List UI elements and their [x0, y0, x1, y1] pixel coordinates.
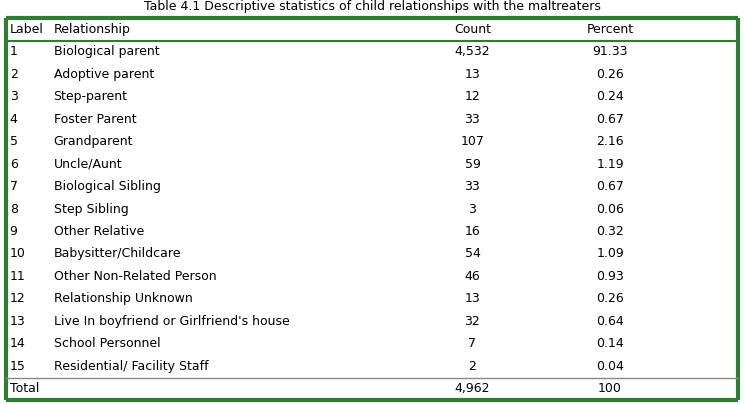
Text: School Personnel: School Personnel [54, 337, 160, 350]
Text: 6: 6 [10, 158, 18, 170]
Text: 54: 54 [464, 248, 481, 261]
Text: 4,962: 4,962 [455, 382, 490, 395]
Text: 59: 59 [464, 158, 481, 170]
Text: Other Non-Related Person: Other Non-Related Person [54, 270, 217, 283]
Text: 0.14: 0.14 [596, 337, 624, 350]
Text: 0.06: 0.06 [596, 202, 624, 216]
Text: 4,532: 4,532 [455, 45, 490, 58]
Text: 1: 1 [10, 45, 18, 58]
Text: 4: 4 [10, 113, 18, 126]
Text: 1.09: 1.09 [596, 248, 624, 261]
Text: Relationship: Relationship [54, 23, 130, 36]
Text: 9: 9 [10, 225, 18, 238]
Text: Residential/ Facility Staff: Residential/ Facility Staff [54, 360, 208, 373]
Text: 16: 16 [464, 225, 481, 238]
Text: 3: 3 [10, 90, 18, 103]
Text: Step Sibling: Step Sibling [54, 202, 128, 216]
Text: 0.32: 0.32 [596, 225, 624, 238]
Text: 0.67: 0.67 [596, 113, 624, 126]
Text: 13: 13 [10, 315, 25, 328]
Text: 3: 3 [469, 202, 476, 216]
Text: Relationship Unknown: Relationship Unknown [54, 292, 192, 305]
Text: Label: Label [10, 23, 44, 36]
Text: Grandparent: Grandparent [54, 135, 133, 148]
Text: Count: Count [454, 23, 491, 36]
Text: Other Relative: Other Relative [54, 225, 144, 238]
Text: 0.64: 0.64 [596, 315, 624, 328]
Text: 2: 2 [469, 360, 476, 373]
Text: 14: 14 [10, 337, 25, 350]
Text: 13: 13 [464, 292, 481, 305]
Text: Total: Total [10, 382, 39, 395]
Text: 100: 100 [598, 382, 622, 395]
Text: 0.26: 0.26 [596, 68, 624, 81]
Text: 33: 33 [464, 180, 481, 193]
Text: Foster Parent: Foster Parent [54, 113, 136, 126]
Text: 0.26: 0.26 [596, 292, 624, 305]
Text: 1.19: 1.19 [596, 158, 624, 170]
Text: 2.16: 2.16 [596, 135, 624, 148]
Text: Babysitter/Childcare: Babysitter/Childcare [54, 248, 181, 261]
Text: 7: 7 [10, 180, 18, 193]
Text: Biological parent: Biological parent [54, 45, 159, 58]
Text: Uncle/Aunt: Uncle/Aunt [54, 158, 122, 170]
Text: 11: 11 [10, 270, 25, 283]
Text: Live In boyfriend or Girlfriend's house: Live In boyfriend or Girlfriend's house [54, 315, 289, 328]
Text: 15: 15 [10, 360, 25, 373]
Text: 32: 32 [464, 315, 481, 328]
Text: 10: 10 [10, 248, 25, 261]
Text: 0.93: 0.93 [596, 270, 624, 283]
Text: 5: 5 [10, 135, 18, 148]
Text: Step-parent: Step-parent [54, 90, 127, 103]
Text: 13: 13 [464, 68, 481, 81]
Text: 91.33: 91.33 [592, 45, 628, 58]
Text: 12: 12 [10, 292, 25, 305]
Text: Percent: Percent [586, 23, 634, 36]
Text: 46: 46 [464, 270, 481, 283]
Text: 2: 2 [10, 68, 18, 81]
Text: 0.24: 0.24 [596, 90, 624, 103]
Text: 12: 12 [464, 90, 481, 103]
Text: Biological Sibling: Biological Sibling [54, 180, 161, 193]
Text: Table 4.1 Descriptive statistics of child relationships with the maltreaters: Table 4.1 Descriptive statistics of chil… [144, 0, 600, 13]
Text: 7: 7 [469, 337, 476, 350]
Text: 0.04: 0.04 [596, 360, 624, 373]
Text: 107: 107 [461, 135, 484, 148]
Text: Adoptive parent: Adoptive parent [54, 68, 154, 81]
Text: 0.67: 0.67 [596, 180, 624, 193]
Text: 8: 8 [10, 202, 18, 216]
Text: 33: 33 [464, 113, 481, 126]
